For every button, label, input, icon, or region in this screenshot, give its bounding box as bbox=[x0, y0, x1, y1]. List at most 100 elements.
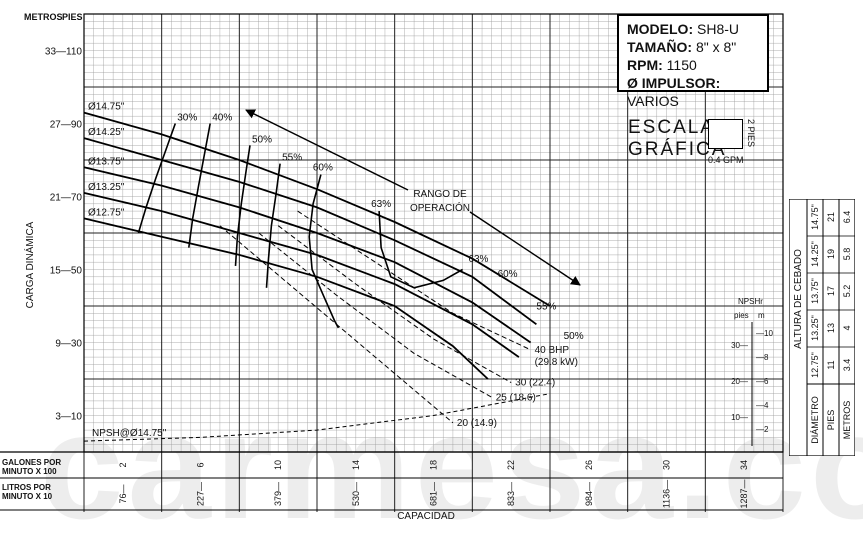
rpm-value: 1150 bbox=[666, 57, 697, 73]
gpm-tick-label: 2 bbox=[118, 462, 128, 467]
priming-meters-label: METROS bbox=[842, 401, 852, 440]
npshr-feet-tick: 30— bbox=[731, 341, 748, 350]
y-feet-title: PIES bbox=[62, 12, 83, 22]
priming-table-frame bbox=[789, 199, 855, 456]
model-info-box: MODELO: SH8-U TAMAÑO: 8" x 8" RPM: 1150 … bbox=[617, 14, 769, 109]
npshr-meter-tick: —2 bbox=[756, 425, 769, 434]
gpm-tick-label: 18 bbox=[429, 460, 439, 470]
efficiency-curve-label: 50% bbox=[252, 134, 272, 145]
y-axis-title: CARGA DINÁMICA bbox=[23, 221, 36, 308]
npsh-curve bbox=[83, 393, 551, 442]
y-meters-title: METROS bbox=[24, 12, 63, 22]
npshr-meter-tick: —4 bbox=[756, 401, 769, 410]
priming-diameter-cell: 14.75" bbox=[810, 204, 820, 230]
y-tick-label: 33—110 bbox=[45, 47, 83, 58]
priming-feet-cell: 21 bbox=[826, 212, 836, 222]
bhp-curve-label: 30 (22.4) bbox=[515, 378, 555, 389]
y-tick-label: 9—30 bbox=[55, 339, 82, 350]
lpm-tick-label: 530— bbox=[351, 482, 361, 506]
efficiency-curve-label: 40% bbox=[212, 113, 232, 124]
operating-range-label-line1: RANGO DE bbox=[413, 189, 467, 200]
priming-height-table: ALTURA DE CEBADO 14.75" 21 6.4 14.25" 19 5.8 13… bbox=[789, 199, 855, 456]
priming-meters-cell: 3.4 bbox=[842, 359, 852, 372]
bhp-curve bbox=[277, 225, 512, 384]
priming-feet-label: PIES bbox=[826, 410, 836, 431]
scale-bottom-label: 0.4 GPM bbox=[708, 155, 744, 165]
impeller-value: VARIOS bbox=[627, 93, 679, 109]
efficiency-end-label: 60% bbox=[498, 269, 518, 280]
y-tick-label: 27—90 bbox=[50, 120, 83, 131]
major-grid bbox=[0, 13, 784, 512]
efficiency-curve-label: 55% bbox=[282, 153, 302, 164]
size-value: 8" x 8" bbox=[695, 39, 737, 55]
model-value: SH8-U bbox=[697, 21, 740, 37]
lpm-tick-label: 76— bbox=[118, 484, 128, 503]
gpm-tick-label: 34 bbox=[739, 460, 749, 470]
gpm-tick-label: 22 bbox=[506, 460, 516, 470]
gpm-tick-label: 10 bbox=[273, 460, 283, 470]
priming-table-title: ALTURA DE CEBADO bbox=[793, 249, 804, 349]
bhp-curve-kw-label: (29.8 kW) bbox=[535, 357, 578, 368]
rpm-label: RPM: bbox=[627, 57, 663, 73]
head-curve bbox=[83, 166, 532, 344]
efficiency-curve bbox=[188, 123, 211, 248]
priming-diameter-cell: 13.75" bbox=[810, 278, 820, 304]
bhp-curve-label: 20 (14.9) bbox=[457, 418, 497, 429]
efficiency-curve bbox=[265, 163, 281, 288]
efficiency-end-label: 55% bbox=[536, 302, 556, 313]
efficiency-curve-label: 30% bbox=[177, 113, 197, 124]
priming-feet-cell: 19 bbox=[826, 249, 836, 259]
head-curve-label: Ø14.25" bbox=[88, 127, 125, 138]
head-curve-label: Ø13.75" bbox=[88, 156, 125, 167]
operating-range-label-line2: OPERACIÓN bbox=[410, 201, 470, 214]
y-tick-label: 3—10 bbox=[55, 412, 82, 423]
head-curve bbox=[83, 217, 489, 380]
x-axis-title: CAPACIDAD bbox=[397, 511, 455, 522]
scale-title-line2: GRÁFICA bbox=[628, 139, 727, 160]
head-curve-label: Ø14.75" bbox=[88, 102, 125, 113]
scale-square bbox=[708, 119, 743, 149]
bhp-curve bbox=[258, 232, 493, 398]
scale-side-label: 2 PIES bbox=[746, 119, 756, 148]
priming-feet-cell: 13 bbox=[826, 323, 836, 333]
lpm-tick-label: 681— bbox=[429, 482, 439, 506]
npshr-feet-label: pies bbox=[734, 311, 749, 320]
y-tick-label: 15—50 bbox=[50, 266, 83, 277]
bhp-curve bbox=[219, 225, 454, 424]
npshr-meter-tick: —8 bbox=[756, 353, 769, 362]
priming-diameter-cell: 12.75" bbox=[810, 352, 820, 378]
efficiency-curve bbox=[137, 123, 177, 234]
priming-meters-cell: 6.4 bbox=[842, 211, 852, 224]
efficiency-curve-label: 60% bbox=[313, 163, 333, 174]
model-label: MODELO: bbox=[627, 21, 694, 37]
lpm-tick-label: 1287— bbox=[739, 479, 749, 508]
impeller-label: Ø IMPULSOR: bbox=[627, 75, 721, 91]
gpm-tick-label: 26 bbox=[584, 460, 594, 470]
npshr-meter-tick: —6 bbox=[756, 377, 769, 386]
gpm-tick-label: 30 bbox=[662, 460, 672, 470]
efficiency-curve-label: 63% bbox=[371, 199, 391, 210]
npshr-meter-tick: —10 bbox=[756, 329, 773, 338]
lpm-tick-label: 379— bbox=[273, 482, 283, 506]
gpm-tick-label: 14 bbox=[351, 460, 361, 470]
npshr-feet-tick: 20— bbox=[731, 377, 748, 386]
priming-meters-cell: 5.2 bbox=[842, 285, 852, 298]
head-curve-label: Ø13.25" bbox=[88, 182, 125, 193]
priming-diameter-cell: 14.25" bbox=[810, 241, 820, 267]
lpm-tick-label: 1136— bbox=[662, 480, 672, 508]
npshr-feet-tick: 10— bbox=[731, 413, 748, 422]
lpm-tick-label: 227— bbox=[196, 482, 206, 506]
efficiency-end-label: 63% bbox=[468, 254, 488, 265]
priming-meters-cell: 5.8 bbox=[842, 248, 852, 261]
gpm-label-line2: MINUTO X 100 bbox=[2, 467, 57, 476]
priming-meters-cell: 4 bbox=[842, 325, 852, 330]
size-label: TAMAÑO: bbox=[627, 39, 693, 55]
npshr-title: NPSHr bbox=[738, 297, 763, 306]
graphic-scale: ESCALA GRÁFICA 2 PIES 0.4 GPM bbox=[628, 117, 778, 173]
bhp-curve bbox=[297, 210, 531, 351]
gpm-label-line1: GALONES POR bbox=[2, 458, 61, 467]
efficiency-curve bbox=[378, 211, 463, 289]
priming-diameter-label: DIÁMETRO bbox=[810, 396, 820, 444]
efficiency-curve bbox=[308, 174, 340, 329]
operating-range-arrow-left bbox=[245, 109, 409, 191]
